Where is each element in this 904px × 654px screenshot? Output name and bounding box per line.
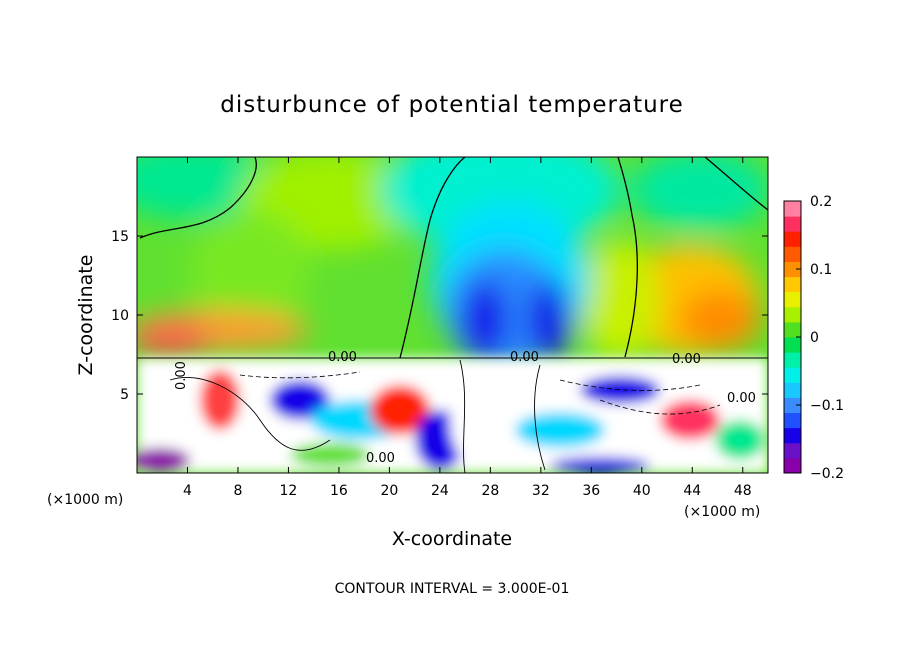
colorbar-swatch	[784, 382, 801, 398]
lower-turbulent-layer	[137, 358, 768, 473]
contour-labels: 0.00 0.00 0.00 0.00 0.00 0.00	[174, 350, 756, 466]
x-tick-label: 4	[183, 483, 192, 499]
chart-title: disturbunce of potential temperature	[220, 92, 684, 118]
contour-label: 0.00	[328, 350, 357, 365]
x-tick-label: 28	[481, 483, 499, 499]
x-tick-label: 20	[380, 483, 398, 499]
x-tick-label: 8	[233, 483, 242, 499]
colorbar-swatch	[784, 246, 801, 262]
colorbar-tick-label: 0.1	[810, 262, 832, 278]
colorbar-swatch	[784, 442, 801, 459]
colorbar-swatch	[784, 412, 801, 429]
colorbar-swatch	[784, 321, 801, 338]
x-tick-label: 32	[532, 483, 550, 499]
y-tick-label: 10	[111, 308, 129, 324]
colorbar-swatch	[784, 457, 801, 474]
x-unit-left: (×1000 m)	[47, 492, 123, 508]
colorbar-swatch	[784, 306, 801, 323]
colorbar-swatch	[784, 216, 801, 232]
contour-lines	[137, 157, 768, 473]
colorbar-swatch	[784, 276, 801, 293]
x-tick-label: 24	[431, 483, 449, 499]
contour-dashed	[239, 371, 721, 415]
plot-area	[137, 157, 768, 473]
contour-label: 0.00	[727, 391, 756, 406]
x-tick-label: 12	[280, 483, 298, 499]
y-tick-label: 15	[111, 229, 129, 245]
colorbar-tick-label: −0.2	[810, 466, 844, 482]
colorbar-ticks: 0.2 0.1 0 −0.1 −0.2	[796, 194, 844, 482]
upper-field	[137, 157, 768, 370]
x-tick-label: 16	[330, 483, 348, 499]
contour-interval-note: CONTOUR INTERVAL = 3.000E-01	[335, 581, 570, 597]
colorbar-swatch	[784, 337, 801, 353]
colorbar-swatch	[784, 261, 801, 278]
colorbar-swatch	[784, 201, 801, 217]
colorbar-tick-label: 0	[810, 330, 819, 346]
colorbar-swatch	[784, 397, 801, 414]
y-tick-label: 5	[120, 387, 129, 403]
x-unit-right: (×1000 m)	[684, 504, 760, 520]
contour-label: 0.00	[672, 352, 701, 367]
colorbar-swatch	[784, 231, 801, 247]
x-tick-label: 44	[683, 483, 701, 499]
x-tick-label: 36	[582, 483, 600, 499]
x-tick-label: 48	[734, 483, 752, 499]
x-axis-label: X-coordinate	[392, 528, 512, 550]
colorbar-swatch	[784, 291, 801, 308]
contour-label: 0.00	[510, 350, 539, 365]
y-axis-label: Z-coordinate	[75, 255, 97, 376]
contour-label: 0.00	[366, 451, 395, 466]
x-tick-label: 40	[633, 483, 651, 499]
contour-label: 0.00	[174, 361, 189, 390]
colorbar-tick-label: 0.2	[810, 194, 832, 210]
colorbar-tick-label: −0.1	[810, 398, 844, 414]
colorbar-swatch	[784, 352, 801, 368]
x-axis-ticks: 4 8 12 16 20 24 28 32 36 40 44 48	[183, 157, 752, 499]
y-axis-ticks: 5 10 15	[111, 229, 768, 403]
colorbar-swatch	[784, 367, 801, 383]
colorbar-swatch	[784, 427, 801, 444]
